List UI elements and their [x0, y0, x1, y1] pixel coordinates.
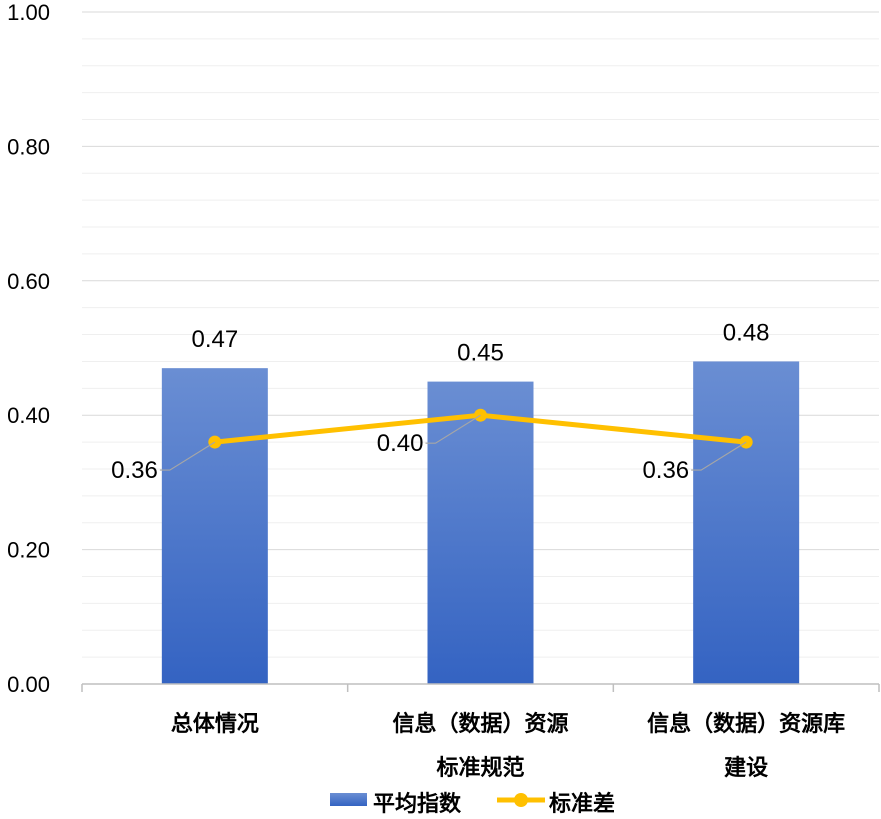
- bar: [427, 381, 534, 684]
- data-labels: 0.47 0.45 0.48 0.36 0.40 0.36: [111, 319, 769, 484]
- y-tick-label: 0.00: [7, 672, 50, 697]
- legend-label-line: 标准差: [549, 791, 615, 817]
- y-tick-label: 0.20: [7, 538, 50, 563]
- y-axis: 0.00 0.20 0.40 0.60 0.80 1.00: [7, 0, 50, 697]
- leader-line: [691, 441, 747, 471]
- bar-value-label: 0.45: [457, 340, 504, 367]
- category-label: 信息（数据）资源库: [647, 711, 845, 737]
- bar: [693, 361, 800, 684]
- line-value-label: 0.40: [377, 430, 424, 457]
- legend-label-bar: 平均指数: [373, 791, 462, 817]
- y-tick-label: 0.40: [7, 403, 50, 428]
- legend-swatch-bar: [330, 793, 367, 806]
- legend: 平均指数 标准差: [330, 791, 615, 817]
- leader-line: [159, 441, 216, 471]
- bar-value-label: 0.47: [191, 326, 238, 353]
- line-value-label: 0.36: [111, 457, 158, 484]
- bar-value-label: 0.48: [723, 319, 770, 346]
- leader-line: [425, 414, 481, 444]
- y-tick-label: 0.80: [7, 134, 50, 159]
- y-tick-label: 0.60: [7, 269, 50, 294]
- category-label: 标准规范: [436, 755, 524, 781]
- bar-series: [161, 361, 800, 684]
- legend-swatch-marker: [514, 793, 528, 807]
- line-value-label: 0.36: [642, 457, 689, 484]
- y-tick-label: 1.00: [7, 0, 50, 25]
- category-label: 总体情况: [171, 711, 259, 737]
- bar: [161, 368, 268, 684]
- category-label: 信息（数据）资源: [392, 711, 568, 737]
- category-label: 建设: [724, 756, 768, 781]
